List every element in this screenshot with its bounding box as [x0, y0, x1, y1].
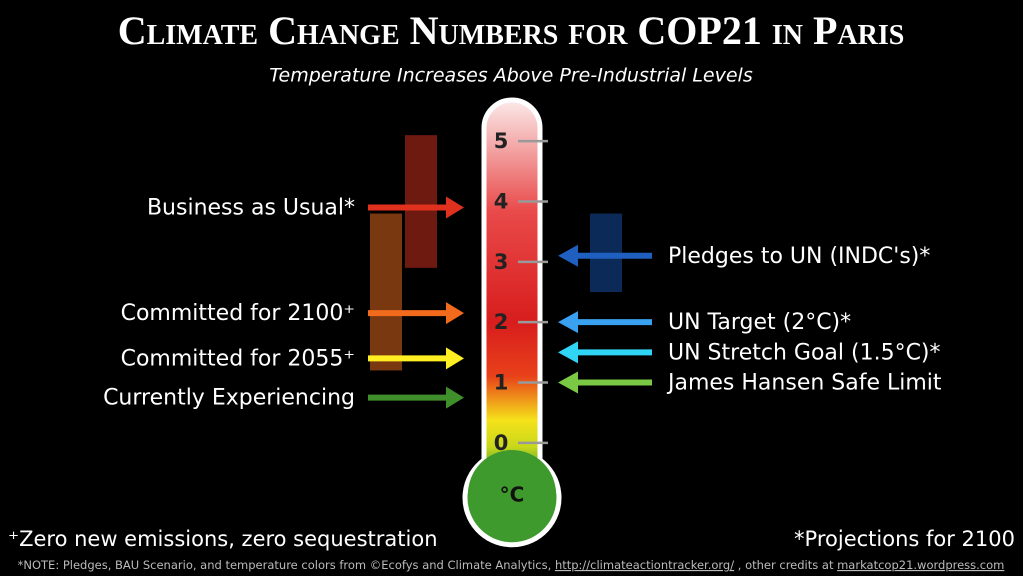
unit-label: °C: [500, 483, 525, 507]
footnote: ⁺Zero new emissions, zero sequestration: [8, 527, 438, 551]
arrow: [368, 196, 464, 219]
title: Climate Change Numbers for COP21 in Pari…: [118, 8, 905, 53]
tick-label: 3: [494, 250, 509, 274]
footnote: *Projections for 2100: [794, 527, 1015, 551]
note-link[interactable]: markatcop21.wordpress.com: [837, 558, 1004, 572]
arrow-label: Currently Experiencing: [103, 386, 355, 411]
arrow-label: Committed for 2055⁺: [121, 346, 355, 371]
range-bar: [370, 213, 402, 371]
arrow: [558, 311, 652, 334]
arrow: [558, 341, 652, 364]
subtitle: Temperature Increases Above Pre-Industri…: [269, 65, 753, 87]
arrow-label: Committed for 2100⁺: [121, 301, 355, 326]
thermometer: [462, 97, 562, 548]
range-bar: [590, 213, 622, 292]
arrow-label: Business as Usual*: [147, 196, 355, 221]
arrow: [368, 347, 464, 370]
tick-label: 5: [494, 129, 509, 153]
arrow: [368, 302, 464, 325]
arrow-label: UN Target (2°C)*: [668, 310, 851, 335]
source-note: *NOTE: Pledges, BAU Scenario, and temper…: [18, 558, 1005, 572]
arrow-label: James Hansen Safe Limit: [666, 371, 942, 396]
note-link[interactable]: http://climateactiontracker.org/: [555, 558, 734, 572]
note-text: *NOTE: Pledges, BAU Scenario, and temper…: [18, 558, 555, 572]
note-text: , other credits at: [734, 558, 837, 572]
tick-label: 1: [494, 371, 509, 395]
arrow: [558, 371, 652, 394]
tick-label: 4: [494, 190, 509, 214]
bulb: [468, 450, 556, 538]
arrow: [368, 386, 464, 409]
arrow-label: Pledges to UN (INDC's)*: [668, 244, 930, 269]
range-bar: [405, 135, 437, 268]
tick-label: 2: [494, 310, 509, 334]
tick-label: 0: [494, 431, 509, 455]
arrow-label: UN Stretch Goal (1.5°C)*: [668, 340, 941, 365]
arrow: [558, 244, 652, 267]
